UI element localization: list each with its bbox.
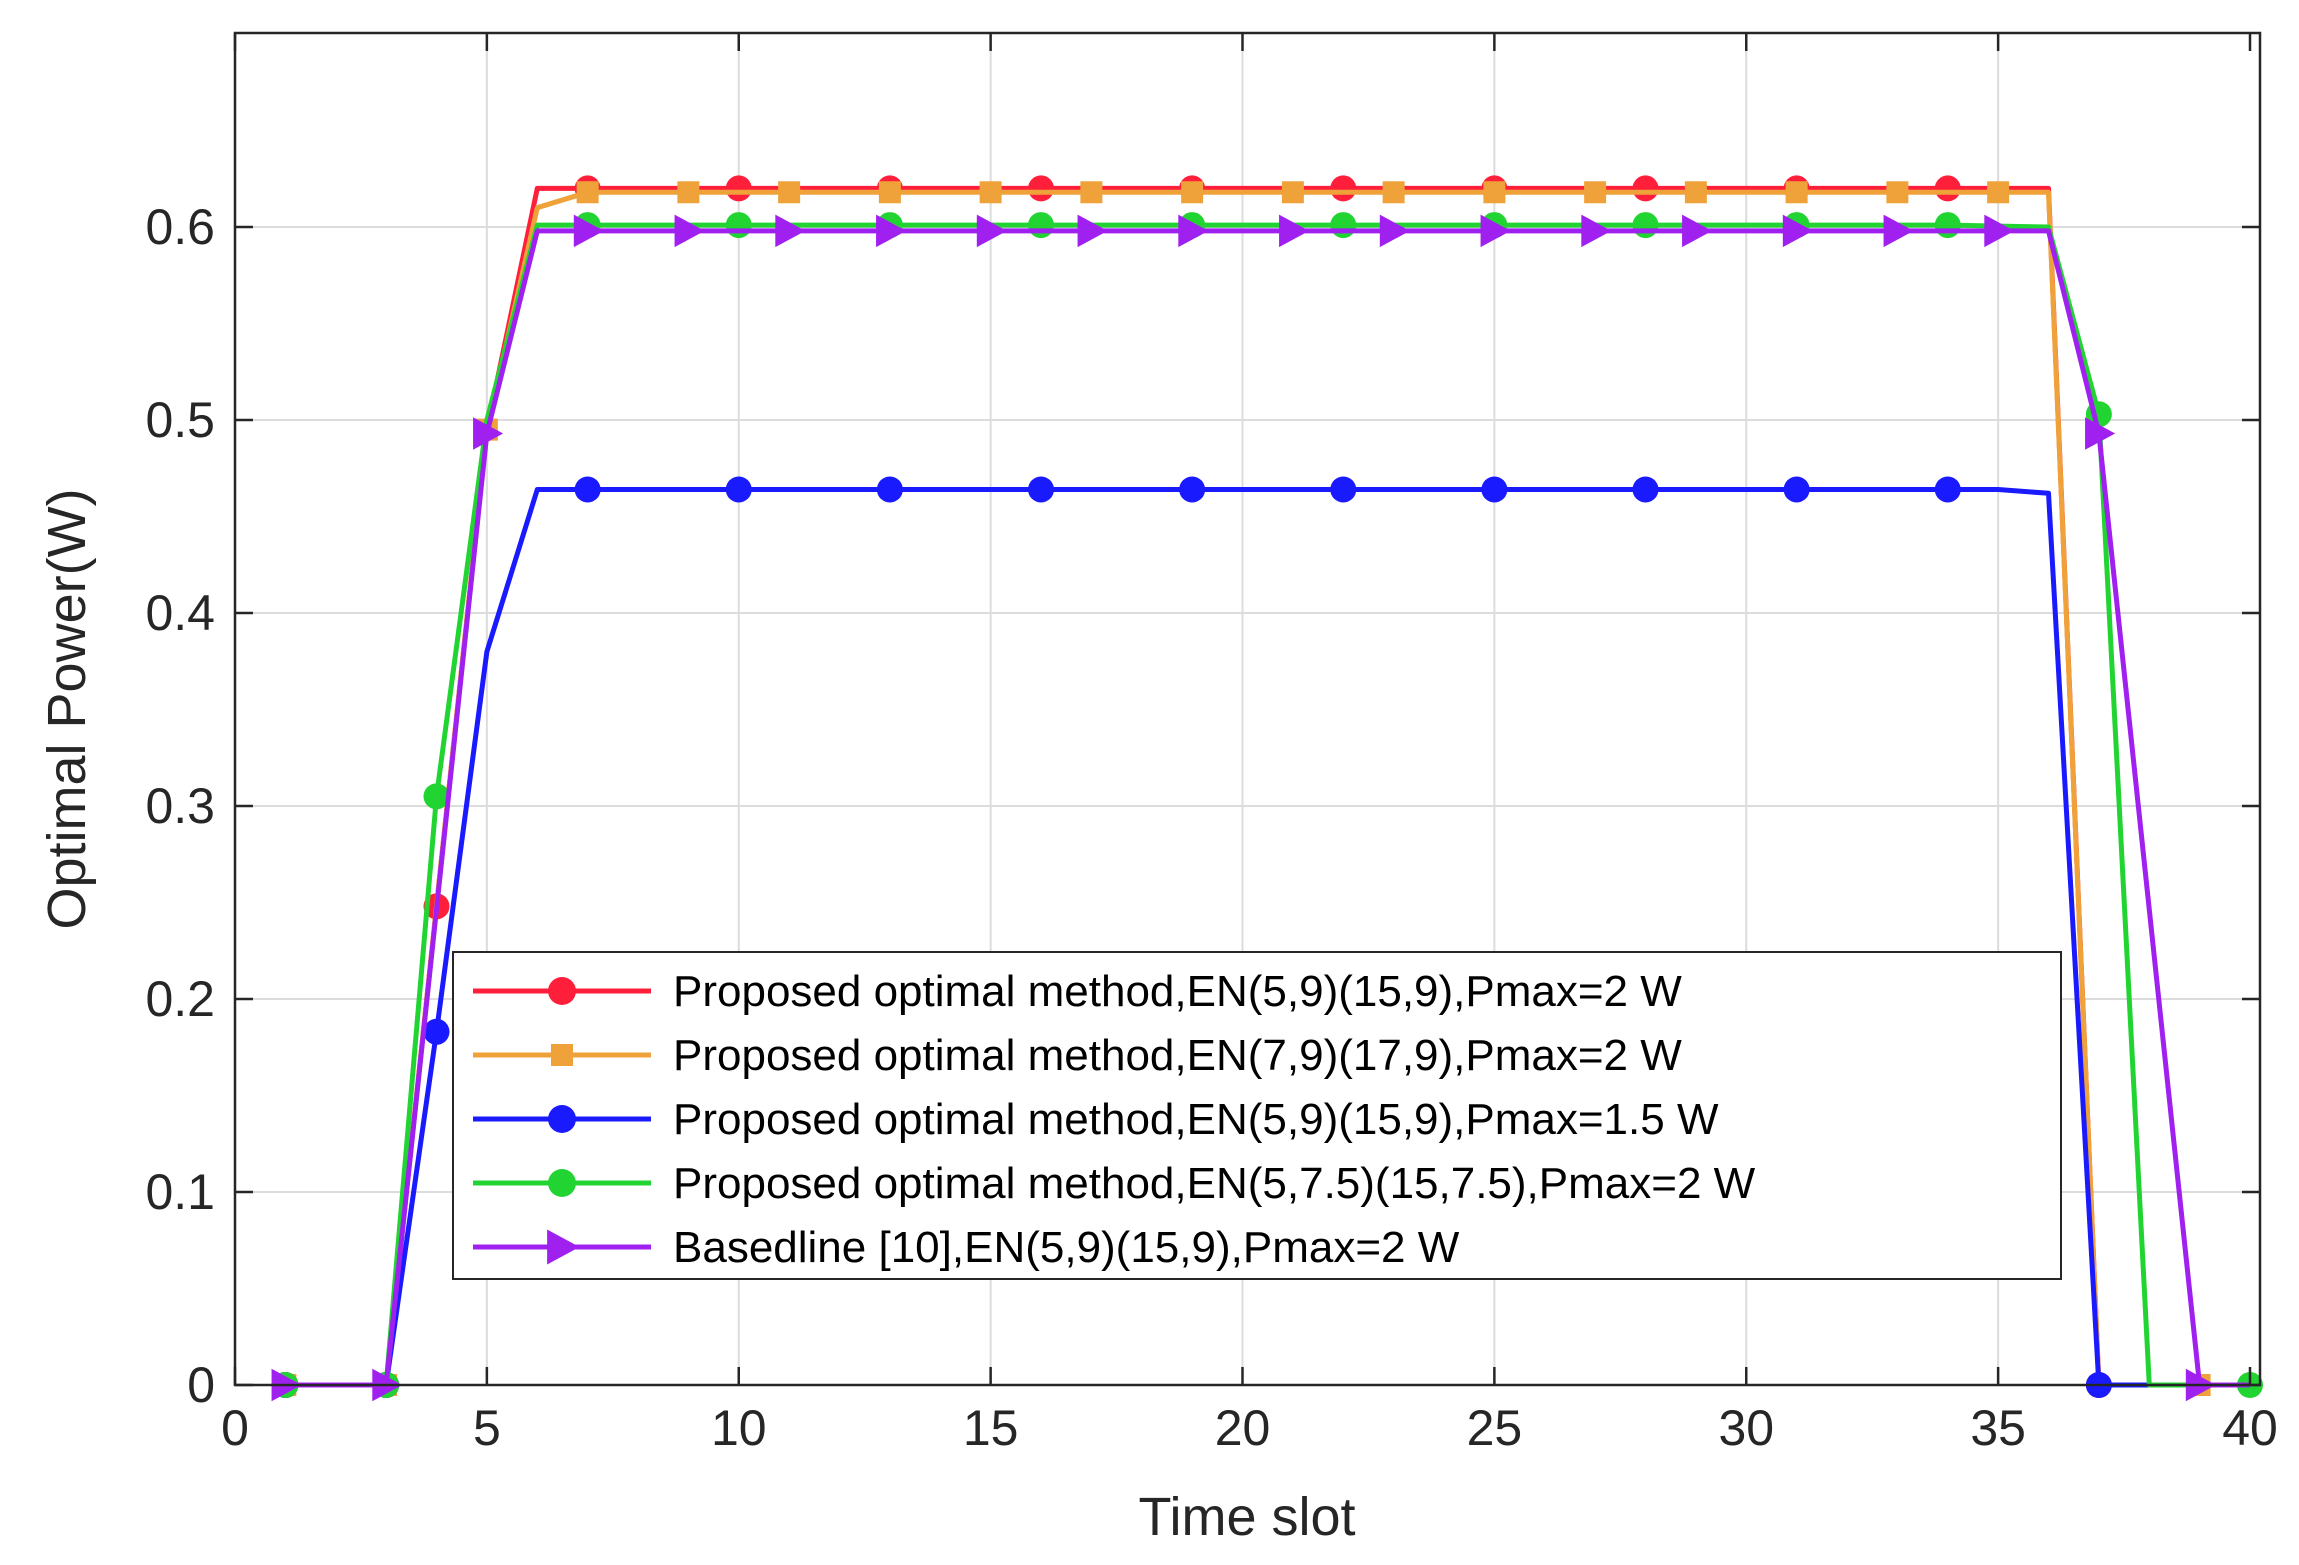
series-2-point <box>1483 181 1506 204</box>
x-tick-label: 30 <box>1718 1400 1774 1456</box>
series-5-point <box>1379 214 1410 248</box>
series-5-point <box>674 214 705 248</box>
series-2-point <box>1080 181 1103 204</box>
x-tick-label: 25 <box>1467 1400 1523 1456</box>
series-5-point <box>573 214 604 248</box>
legend-marker-3 <box>548 1105 576 1133</box>
series-3-point <box>1028 476 1054 503</box>
series-2-point <box>1584 181 1607 204</box>
y-tick-label: 0.2 <box>145 971 215 1027</box>
series-4-point <box>423 783 450 810</box>
series-4-point <box>725 212 752 239</box>
series-5-point <box>1279 214 1310 248</box>
legend-label-4: Proposed optimal method,EN(5,7.5)(15,7.5… <box>673 1159 1756 1208</box>
legend-label-3: Proposed optimal method,EN(5,9)(15,9),Pm… <box>673 1095 1719 1144</box>
series-5-point <box>1077 214 1108 248</box>
legend: Proposed optimal method,EN(5,9)(15,9),Pm… <box>452 951 2062 1280</box>
x-axis-label: Time slot <box>1138 1487 1355 1547</box>
tick-labels: 0 5 10 15 20 25 30 35 40 0 0.1 0.2 0.3 0.4 0.5 0.6 <box>145 199 2277 1456</box>
series-5-point <box>473 417 504 450</box>
ticks <box>233 33 2260 1387</box>
y-tick-label: 0 <box>187 1357 215 1413</box>
legend-box <box>452 951 2062 1280</box>
series-4-point <box>1028 212 1054 239</box>
series-5-point <box>1883 214 1914 248</box>
legend-marker-2 <box>551 1044 573 1066</box>
series-5-point <box>1480 214 1511 248</box>
series-1-point <box>725 175 752 202</box>
series-1-point <box>1330 175 1357 202</box>
series-5-point <box>1178 214 1209 248</box>
series-3-point <box>574 476 601 503</box>
series-2-point <box>1886 181 1909 204</box>
series-5-point <box>976 214 1007 248</box>
series-group <box>271 175 2263 1402</box>
series-2-point <box>1181 181 1204 204</box>
y-axis-label: Optimal Power(W) <box>37 488 97 929</box>
series-1-point <box>1632 175 1659 202</box>
y-tick-label: 0.5 <box>145 392 215 448</box>
series-3-point <box>725 476 752 503</box>
series-4-point <box>1330 212 1357 239</box>
series-2-point <box>1281 181 1304 204</box>
y-tick-label: 0.1 <box>145 1164 215 1220</box>
series-5-point <box>2085 417 2116 450</box>
x-tick-label: 15 <box>963 1400 1019 1456</box>
series-4-point <box>1632 212 1659 239</box>
series-4-point <box>1934 212 1961 239</box>
series-5-point <box>1581 214 1612 248</box>
series-3-point <box>1934 476 1961 503</box>
series-3 <box>272 476 2250 1398</box>
series-2-point <box>778 181 801 204</box>
legend-label-1: Proposed optimal method,EN(5,9)(15,9),Pm… <box>673 967 1682 1016</box>
x-tick-label: 0 <box>221 1400 249 1456</box>
series-2-point <box>1785 181 1808 204</box>
y-tick-label: 0.6 <box>145 199 215 255</box>
legend-label-2: Proposed optimal method,EN(7,9)(17,9),Pm… <box>673 1031 1682 1080</box>
series-3-point <box>876 476 903 503</box>
series-2-point <box>677 181 700 204</box>
legend-label-5: Basedline [10],EN(5,9)(15,9),Pmax=2 W <box>673 1223 1460 1272</box>
series-1-point <box>1934 175 1961 202</box>
series-5-point <box>1782 214 1813 248</box>
series-2-point <box>878 181 901 204</box>
series-3-point <box>1783 476 1810 503</box>
legend-marker-1 <box>548 977 576 1005</box>
x-tick-label: 10 <box>711 1400 767 1456</box>
x-tick-label: 35 <box>1970 1400 2026 1456</box>
legend-marker-5 <box>547 1229 580 1265</box>
series-3-point <box>1179 476 1206 503</box>
plot-area-frame <box>233 31 2262 1387</box>
series-2-point <box>979 181 1002 204</box>
series-2-point <box>576 181 599 204</box>
series-2-point <box>1684 181 1707 204</box>
y-tick-label: 0.3 <box>145 778 215 834</box>
x-tick-label: 20 <box>1215 1400 1271 1456</box>
series-3-point <box>423 1018 450 1045</box>
y-tick-label: 0.4 <box>145 585 215 641</box>
x-tick-label: 40 <box>2222 1400 2278 1456</box>
legend-marker-4 <box>548 1169 576 1197</box>
series-5-point <box>1682 214 1713 248</box>
series-5-point <box>775 214 806 248</box>
series-3-point <box>1481 476 1508 503</box>
series-5-point <box>876 214 907 248</box>
x-tick-label: 5 <box>473 1400 501 1456</box>
series-1-point <box>1028 175 1054 202</box>
series-2-point <box>1987 181 2010 204</box>
series-5 <box>271 214 2250 1402</box>
series-2-point <box>1382 181 1405 204</box>
series-3-point <box>1330 476 1357 503</box>
series-3-point <box>1632 476 1659 503</box>
series-5-point <box>1984 214 2015 248</box>
